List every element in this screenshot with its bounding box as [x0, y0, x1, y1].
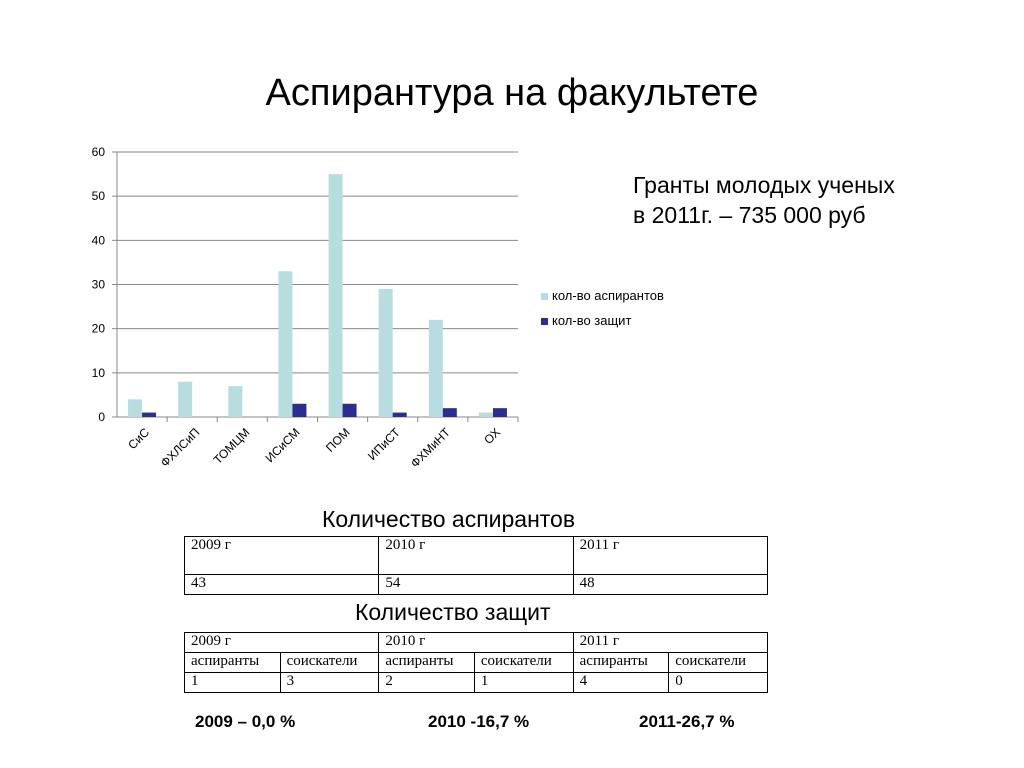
legend-swatch: [541, 293, 548, 300]
table2-year-cell: 2009 г: [183, 632, 380, 653]
bar: [478, 412, 493, 417]
bar: [278, 271, 293, 417]
table2-subheader-cell: соискатели: [473, 652, 574, 673]
table2-value-cell: 1: [473, 672, 574, 693]
table2-value-cell: 1: [184, 672, 281, 693]
x-tick-label: ФХЛСиП: [158, 425, 203, 470]
legend-label: кол-во защит: [552, 313, 631, 328]
y-tick-label: 10: [92, 366, 106, 380]
bar: [492, 408, 507, 417]
table1-header-cell: 2011 г: [572, 536, 769, 575]
x-tick-label: ИПиСТ: [365, 425, 403, 463]
stat-2009: 2009 – 0,0 %: [195, 712, 296, 731]
y-tick-label: 60: [92, 145, 106, 159]
bar: [178, 381, 193, 417]
table1-header-cell: 2010 г: [378, 536, 574, 575]
bar-chart: 0 10 20 30 40 50 60 СиС ФХЛСиП ТОМЦМ ИСиСМ ПОМ ИПиСТ…: [92, 145, 664, 471]
y-tick-label: 40: [92, 233, 106, 247]
x-tick-label: СиС: [125, 425, 152, 452]
legend-label: кол-во аспирантов: [552, 288, 664, 303]
table2-subheader-cell: соискатели: [668, 652, 768, 673]
x-tick-label: ФХМиНТ: [408, 425, 454, 471]
bar: [142, 412, 157, 417]
table1-value-cell: 48: [572, 574, 769, 595]
bar: [328, 174, 343, 417]
table2-value-cell: 0: [668, 672, 768, 693]
y-tick-label: 50: [92, 189, 106, 203]
bar: [392, 412, 407, 417]
bar: [442, 408, 457, 417]
bar: [378, 288, 393, 417]
legend-swatch: [541, 318, 548, 325]
bar: [428, 319, 443, 417]
x-tick-label: ТОМЦМ: [211, 425, 253, 467]
aspirants-table: 2009 г 2010 г 2011 г 43 54 48: [183, 536, 769, 595]
bar: [342, 403, 357, 417]
x-tick-label: ОХ: [481, 425, 503, 447]
x-tick-label: ПОМ: [323, 425, 353, 455]
table1-header-cell: 2009 г: [183, 536, 380, 575]
bar: [128, 399, 143, 417]
table1-value-cell: 54: [378, 574, 574, 595]
grant-line-2: в 2011г. – 735 000 руб: [633, 202, 866, 228]
bar: [228, 386, 243, 417]
y-tick-label: 20: [92, 322, 106, 336]
table1-caption: Количество аспирантов: [322, 506, 576, 532]
x-tick-label: ИСиСМ: [263, 425, 303, 465]
stat-2011: 2011-26,7 %: [639, 712, 735, 731]
defenses-table: 2009 г 2010 г 2011 г аспиранты соискател…: [183, 632, 769, 693]
slide-title: Аспирантура на факультете: [265, 72, 759, 114]
table2-value-cell: 2: [378, 672, 475, 693]
table2-subheader-cell: аспиранты: [378, 652, 475, 673]
y-tick-label: 30: [92, 278, 106, 292]
table2-subheader-cell: соискатели: [279, 652, 380, 673]
y-tick-label: 0: [98, 410, 105, 424]
table2-year-cell: 2010 г: [378, 632, 574, 653]
grant-note: Гранты молодых ученых в 2011г. – 735 000…: [633, 170, 895, 230]
bar: [292, 403, 307, 417]
table2-value-cell: 4: [572, 672, 670, 693]
table1-value-cell: 43: [183, 574, 380, 595]
table2-subheader-cell: аспиранты: [184, 652, 281, 673]
table2-caption: Количество защит: [355, 599, 551, 625]
grant-line-1: Гранты молодых ученых: [633, 172, 895, 198]
table2-year-cell: 2011 г: [572, 632, 769, 653]
table2-subheader-cell: аспиранты: [572, 652, 670, 673]
table2-value-cell: 3: [279, 672, 380, 693]
stat-2010: 2010 -16,7 %: [428, 712, 530, 731]
